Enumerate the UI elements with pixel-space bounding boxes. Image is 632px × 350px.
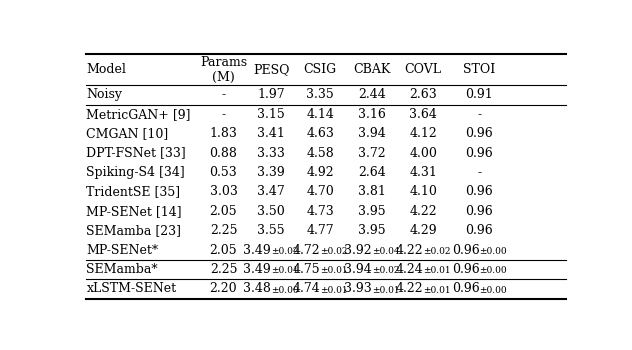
- Text: 3.48: 3.48: [243, 282, 271, 295]
- Text: 0.53: 0.53: [210, 166, 238, 179]
- Text: ±0.01: ±0.01: [372, 286, 399, 295]
- Text: ±0.02: ±0.02: [372, 266, 399, 275]
- Text: 0.96: 0.96: [452, 244, 480, 257]
- Text: 3.81: 3.81: [358, 186, 386, 198]
- Text: 4.24: 4.24: [396, 263, 423, 276]
- Text: 4.73: 4.73: [307, 205, 334, 218]
- Text: CMGAN [10]: CMGAN [10]: [87, 127, 169, 140]
- Text: 0.96: 0.96: [466, 186, 494, 198]
- Text: 0.96: 0.96: [466, 147, 494, 160]
- Text: 4.29: 4.29: [410, 224, 437, 237]
- Text: 3.33: 3.33: [257, 147, 285, 160]
- Text: 2.63: 2.63: [409, 88, 437, 101]
- Text: 4.72: 4.72: [293, 244, 320, 257]
- Text: -: -: [221, 108, 226, 121]
- Text: Spiking-S4 [34]: Spiking-S4 [34]: [87, 166, 185, 179]
- Text: COVL: COVL: [404, 63, 442, 76]
- Text: ±0.02: ±0.02: [271, 247, 299, 256]
- Text: 2.05: 2.05: [210, 205, 237, 218]
- Text: 3.92: 3.92: [344, 244, 372, 257]
- Text: 3.47: 3.47: [257, 186, 285, 198]
- Text: 3.94: 3.94: [344, 263, 372, 276]
- Text: ±0.02: ±0.02: [423, 247, 451, 256]
- Text: 4.00: 4.00: [409, 147, 437, 160]
- Text: 4.92: 4.92: [307, 166, 334, 179]
- Text: 1.97: 1.97: [257, 88, 285, 101]
- Text: 4.63: 4.63: [307, 127, 334, 140]
- Text: -: -: [477, 166, 482, 179]
- Text: -: -: [221, 88, 226, 101]
- Text: SEMamba [23]: SEMamba [23]: [87, 224, 181, 237]
- Text: MP-SENet*: MP-SENet*: [87, 244, 159, 257]
- Text: ±0.01: ±0.01: [320, 266, 348, 275]
- Text: 3.72: 3.72: [358, 147, 386, 160]
- Text: MetricGAN+ [9]: MetricGAN+ [9]: [87, 108, 191, 121]
- Text: SEMamba*: SEMamba*: [87, 263, 158, 276]
- Text: ±0.01: ±0.01: [423, 286, 451, 295]
- Text: 3.95: 3.95: [358, 224, 386, 237]
- Text: 3.49: 3.49: [243, 244, 271, 257]
- Text: ±0.00: ±0.00: [271, 286, 299, 295]
- Text: 0.91: 0.91: [466, 88, 494, 101]
- Text: 4.12: 4.12: [409, 127, 437, 140]
- Text: 4.31: 4.31: [409, 166, 437, 179]
- Text: PESQ: PESQ: [253, 63, 289, 76]
- Text: ±0.00: ±0.00: [480, 286, 507, 295]
- Text: 4.75: 4.75: [293, 263, 320, 276]
- Text: TridentSE [35]: TridentSE [35]: [87, 186, 181, 198]
- Text: 2.25: 2.25: [210, 263, 237, 276]
- Text: 4.22: 4.22: [396, 244, 423, 257]
- Text: 4.22: 4.22: [396, 282, 423, 295]
- Text: DPT-FSNet [33]: DPT-FSNet [33]: [87, 147, 186, 160]
- Text: 4.14: 4.14: [307, 108, 334, 121]
- Text: 0.88: 0.88: [210, 147, 238, 160]
- Text: Noisy: Noisy: [87, 88, 123, 101]
- Text: ±0.02: ±0.02: [320, 247, 348, 256]
- Text: 0.96: 0.96: [466, 127, 494, 140]
- Text: 1.83: 1.83: [210, 127, 238, 140]
- Text: STOI: STOI: [463, 63, 495, 76]
- Text: 3.94: 3.94: [358, 127, 386, 140]
- Text: 3.41: 3.41: [257, 127, 285, 140]
- Text: 3.16: 3.16: [358, 108, 386, 121]
- Text: MP-SENet [14]: MP-SENet [14]: [87, 205, 182, 218]
- Text: 3.95: 3.95: [358, 205, 386, 218]
- Text: CBAK: CBAK: [353, 63, 391, 76]
- Text: 4.74: 4.74: [293, 282, 320, 295]
- Text: 2.64: 2.64: [358, 166, 386, 179]
- Text: 2.44: 2.44: [358, 88, 386, 101]
- Text: Model: Model: [87, 63, 126, 76]
- Text: 2.05: 2.05: [210, 244, 237, 257]
- Text: 0.96: 0.96: [452, 282, 480, 295]
- Text: 2.20: 2.20: [210, 282, 237, 295]
- Text: 0.96: 0.96: [466, 205, 494, 218]
- Text: 3.03: 3.03: [210, 186, 238, 198]
- Text: 3.39: 3.39: [257, 166, 285, 179]
- Text: 4.70: 4.70: [307, 186, 334, 198]
- Text: 3.55: 3.55: [257, 224, 285, 237]
- Text: ±0.01: ±0.01: [320, 286, 348, 295]
- Text: 4.10: 4.10: [409, 186, 437, 198]
- Text: Params
(M): Params (M): [200, 56, 247, 84]
- Text: 3.15: 3.15: [257, 108, 285, 121]
- Text: 0.96: 0.96: [466, 224, 494, 237]
- Text: ±0.04: ±0.04: [372, 247, 399, 256]
- Text: ±0.01: ±0.01: [423, 266, 451, 275]
- Text: 3.35: 3.35: [307, 88, 334, 101]
- Text: 3.50: 3.50: [257, 205, 285, 218]
- Text: 0.96: 0.96: [452, 263, 480, 276]
- Text: 4.58: 4.58: [307, 147, 334, 160]
- Text: 3.64: 3.64: [409, 108, 437, 121]
- Text: -: -: [477, 108, 482, 121]
- Text: xLSTM-SENet: xLSTM-SENet: [87, 282, 176, 295]
- Text: ±0.00: ±0.00: [480, 247, 507, 256]
- Text: 4.77: 4.77: [307, 224, 334, 237]
- Text: ±0.01: ±0.01: [271, 266, 299, 275]
- Text: 2.25: 2.25: [210, 224, 237, 237]
- Text: ±0.00: ±0.00: [480, 266, 507, 275]
- Text: CSIG: CSIG: [303, 63, 337, 76]
- Text: 4.22: 4.22: [410, 205, 437, 218]
- Text: 3.49: 3.49: [243, 263, 271, 276]
- Text: 3.93: 3.93: [344, 282, 372, 295]
